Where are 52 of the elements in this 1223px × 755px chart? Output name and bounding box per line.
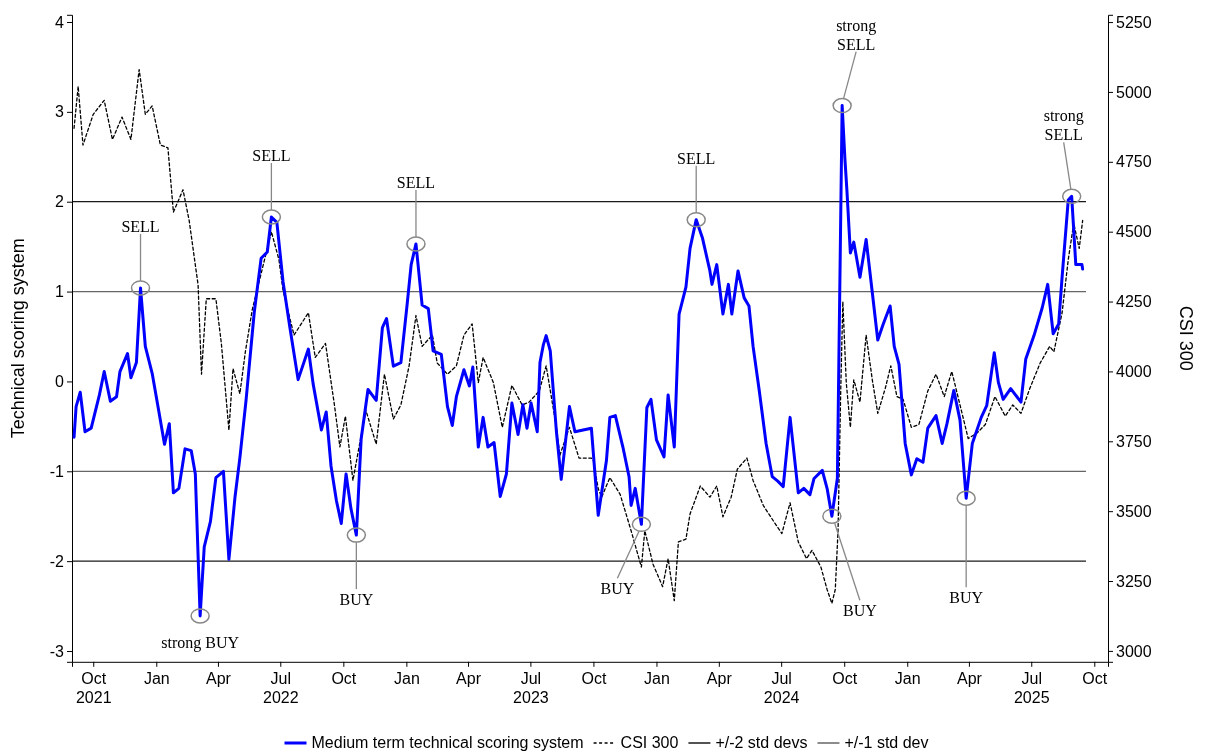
annotation: strong SELL (1043, 107, 1084, 144)
y2-tick-label: 4250 (1116, 293, 1152, 311)
y-tick-label: 3 (55, 103, 65, 121)
annotation: BUY (842, 602, 878, 620)
legend-label: +/-2 std devs (715, 734, 808, 751)
legend-label: +/-1 std dev (844, 734, 929, 751)
x-tick-label: Jul 2025 (1013, 669, 1050, 706)
y-tick-label: -3 (49, 642, 65, 660)
legend-label: Medium term technical scoring system (311, 734, 584, 751)
x-tick-label: Apr (456, 669, 482, 687)
x-tick-label: Jan (393, 669, 420, 687)
y-tick-label: 4 (55, 13, 65, 31)
y2-tick-label: 3750 (1116, 432, 1152, 450)
x-tick-label: Jul 2023 (513, 669, 549, 706)
y2-tick-label: 4000 (1116, 363, 1152, 381)
annotation: BUY (949, 589, 984, 607)
x-tick-label: Oct (331, 669, 357, 687)
x-tick-label: Apr (706, 669, 733, 687)
annotation: SELL (396, 173, 436, 191)
legend-label: CSI 300 (620, 734, 679, 751)
y2-tick-label: 3500 (1116, 502, 1152, 520)
annotation: strong SELL (836, 16, 877, 53)
annotation: strong BUY (161, 633, 240, 652)
x-tick-label: Oct (1082, 669, 1108, 687)
y-axis-title: Technical scoring system (8, 238, 28, 439)
y-tick-label: -2 (49, 552, 65, 570)
x-tick-label: Jan (644, 669, 670, 687)
x-tick-label: Apr (956, 669, 983, 687)
y2-tick-label: 4500 (1116, 223, 1152, 241)
y2-tick-label: 5250 (1116, 13, 1152, 31)
y2-tick-label: 3250 (1116, 572, 1152, 590)
x-tick-label: Jul 2022 (263, 669, 299, 706)
x-tick-label: Oct 2021 (75, 669, 112, 706)
y-tick-label: -1 (49, 462, 65, 480)
x-tick-label: Jan (143, 669, 170, 687)
annotation: BUY (339, 591, 374, 609)
annotation: SELL (677, 149, 716, 167)
y-tick-label: 0 (55, 373, 65, 391)
y2-tick-label: 4750 (1116, 153, 1152, 171)
annotation: BUY (600, 580, 635, 598)
x-tick-label: Apr (205, 669, 232, 687)
x-tick-label: Oct (581, 669, 607, 687)
annotation: SELL (252, 146, 291, 164)
x-tick-label: Jul 2024 (763, 669, 800, 706)
annotation: SELL (121, 217, 160, 235)
y2-axis-title: CSI 300 (1176, 305, 1196, 371)
x-tick-label: Oct (832, 669, 858, 687)
y-tick-label: 2 (55, 193, 65, 211)
y2-tick-label: 3000 (1116, 642, 1152, 660)
y2-tick-label: 5000 (1116, 83, 1152, 101)
y-tick-label: 1 (55, 283, 65, 301)
x-tick-label: Jan (894, 669, 921, 687)
